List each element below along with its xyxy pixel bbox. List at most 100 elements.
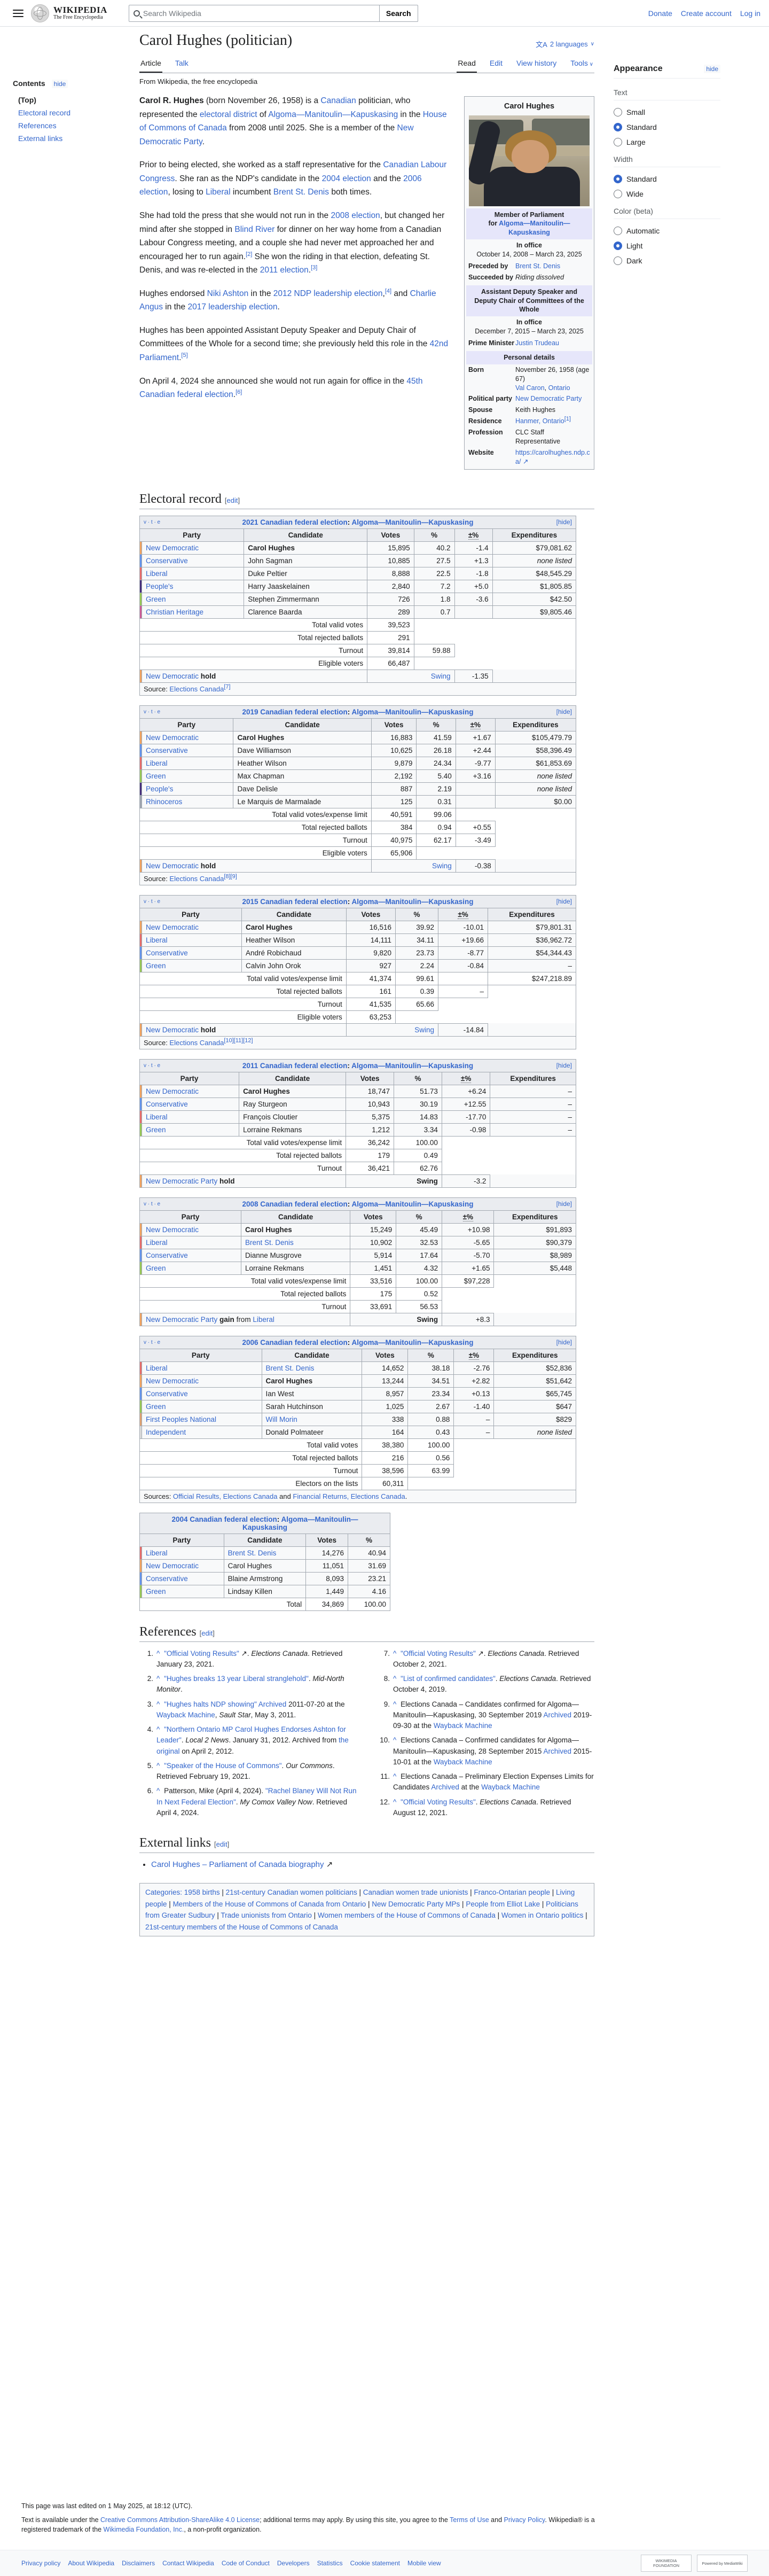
party-link[interactable]: Green [142, 1399, 262, 1413]
candidate-name[interactable]: Brent St. Denis [240, 1235, 351, 1249]
tab-view-history[interactable]: View history [516, 59, 557, 67]
footer-link[interactable]: Developers [277, 2559, 310, 2567]
link[interactable]: New Democratic [146, 672, 199, 680]
link[interactable]: New Democratic Party [139, 123, 414, 146]
link[interactable]: [8][9] [224, 873, 237, 880]
riding-link[interactable]: Algoma—Manitoulin—Kapuskasing [351, 1061, 474, 1070]
edit-link[interactable]: edit [226, 496, 238, 504]
category-link[interactable]: Canadian women trade unionists [363, 1888, 468, 1897]
language-selector[interactable]: 文A 2 languages ∨ [536, 39, 594, 49]
category-link[interactable]: Members of the House of Commons of Canad… [172, 1900, 366, 1908]
link[interactable]: Wayback Machine [156, 1710, 215, 1719]
reference-link[interactable]: [7] [224, 683, 230, 690]
tab-tools[interactable]: Tools ∨ [570, 59, 593, 67]
link[interactable]: "List of confirmed candidates" [401, 1675, 496, 1683]
link[interactable]: Wayback Machine [481, 1783, 540, 1792]
link[interactable]: Wayback Machine [433, 1722, 492, 1730]
tab-article[interactable]: Article [139, 55, 162, 73]
caret-backlink[interactable]: ^ [393, 1772, 399, 1781]
link[interactable]: New Democratic Party [515, 395, 582, 403]
appearance-option-large[interactable]: Large [614, 135, 737, 150]
hide-toggle[interactable]: [hide] [556, 898, 572, 906]
category-link[interactable]: 21st-century Canadian women politicians [225, 1888, 357, 1897]
link[interactable]: Terms of Use [450, 2516, 489, 2524]
link[interactable]: Canadian Labour Congress [139, 160, 447, 183]
category-link[interactable]: New Democratic Party MPs [372, 1900, 460, 1908]
link[interactable]: [6] [236, 388, 242, 395]
appearance-option-automatic[interactable]: Automatic [614, 223, 737, 238]
link[interactable]: "Official Voting Results" [401, 1797, 476, 1806]
vte-links[interactable]: v · t · e [144, 1201, 161, 1207]
swing-label[interactable]: Swing [371, 859, 456, 873]
appearance-option-wide[interactable]: Wide [614, 186, 737, 201]
link[interactable]: "Speaker of the House of Commons" [164, 1761, 282, 1770]
link[interactable]: Official Results, Elections Canada [172, 1492, 278, 1500]
riding-link[interactable]: Algoma—Manitoulin—Kapuskasing [499, 220, 570, 237]
reference-link[interactable]: [1] [564, 416, 571, 422]
link[interactable]: Canadian [320, 96, 356, 105]
category-link[interactable]: 1958 births [184, 1888, 220, 1897]
link[interactable]: Liberal [253, 1315, 274, 1324]
party-link[interactable]: People's [141, 782, 234, 796]
caret-backlink[interactable]: ^ [156, 1649, 162, 1657]
caret-backlink[interactable]: ^ [156, 1675, 162, 1683]
link[interactable]: Algoma—Manitoulin—Kapuskasing [268, 110, 398, 119]
link[interactable]: Hanmer, Ontario [515, 417, 564, 425]
sidebar-item-electoral-record[interactable]: Electoral record [18, 108, 71, 117]
link[interactable]: Elections Canada [169, 1038, 224, 1047]
link[interactable]: New Democratic Party [146, 1177, 218, 1185]
party-link[interactable]: Green [141, 959, 242, 972]
hamburger-menu-icon[interactable] [13, 9, 23, 17]
appearance-hide-button[interactable]: hide [704, 65, 720, 73]
link[interactable]: "Official Voting Results" [401, 1649, 476, 1657]
link[interactable]: [3] [311, 264, 318, 271]
link[interactable]: Val Caron [515, 384, 545, 392]
reference-link[interactable]: [10][11][12] [224, 1037, 253, 1044]
appearance-option-light[interactable]: Light [614, 238, 737, 253]
link[interactable]: Wayback Machine [433, 1757, 492, 1766]
link[interactable]: Financial Returns, Elections Canada [293, 1492, 405, 1500]
election-year-link[interactable]: 2015 Canadian federal election [242, 897, 348, 906]
sidebar-item-external-links[interactable]: External links [18, 134, 63, 143]
party-link[interactable]: Conservative [141, 946, 242, 960]
link[interactable]: Wikimedia Foundation, Inc. [103, 2526, 184, 2534]
link[interactable]: Archived [543, 1710, 571, 1719]
caret-backlink[interactable]: ^ [156, 1725, 162, 1734]
election-year-link[interactable]: 2011 Canadian federal election [242, 1061, 348, 1070]
party-link[interactable]: People's [141, 579, 245, 593]
party-link[interactable]: New Democratic [141, 730, 234, 744]
appearance-option-dark[interactable]: Dark [614, 253, 737, 268]
category-link[interactable]: Living people [145, 1888, 575, 1908]
hide-toggle[interactable]: [hide] [556, 1338, 572, 1347]
link[interactable]: 2011 election [260, 266, 309, 275]
link[interactable]: Archived [543, 1747, 571, 1755]
footer-link[interactable]: Disclaimers [122, 2559, 155, 2567]
pm-value-link[interactable]: Justin Trudeau [515, 339, 559, 347]
party-link[interactable]: Conservative [142, 1248, 241, 1262]
contents-hide-button[interactable]: hide [51, 80, 68, 88]
link[interactable]: Archived [258, 1700, 287, 1708]
category-link[interactable]: Women in Ontario politics [501, 1911, 584, 1920]
riding-link[interactable]: Algoma—Manitoulin—Kapuskasing [351, 1338, 474, 1347]
link[interactable]: Carol Hughes – Parliament of Canada biog… [151, 1860, 324, 1870]
link[interactable]: "Northern Ontario MP Carol Hughes Endors… [156, 1725, 346, 1745]
footer-badge[interactable]: Powered by MediaWiki [697, 2555, 748, 2572]
footer-link[interactable]: Privacy policy [21, 2559, 61, 2567]
appearance-option-standard[interactable]: Standard [614, 120, 737, 135]
link[interactable]: Ontario [548, 384, 570, 392]
hide-toggle[interactable]: [hide] [556, 1200, 572, 1208]
search-input[interactable] [143, 9, 375, 18]
caret-backlink[interactable]: ^ [156, 1700, 162, 1708]
party-link[interactable]: Conservative [141, 554, 245, 567]
swing-label[interactable]: Swing [367, 669, 455, 683]
party-link[interactable]: New Democratic [142, 1374, 262, 1388]
header-link[interactable]: Create account [680, 9, 732, 18]
link[interactable]: House of Commons of Canada [139, 110, 447, 133]
riding-link[interactable]: Algoma—Manitoulin—Kapuskasing [351, 518, 474, 526]
link[interactable]: Charlie Angus [139, 289, 436, 312]
party-link[interactable]: Conservative [141, 743, 234, 757]
link[interactable]: the original [156, 1736, 349, 1755]
link[interactable]: https://carolhughes.ndp.ca/ [515, 448, 590, 465]
footer-badge[interactable]: WIKIMEDIA FOUNDATION [641, 2555, 692, 2572]
party-link[interactable]: Green [141, 769, 234, 783]
